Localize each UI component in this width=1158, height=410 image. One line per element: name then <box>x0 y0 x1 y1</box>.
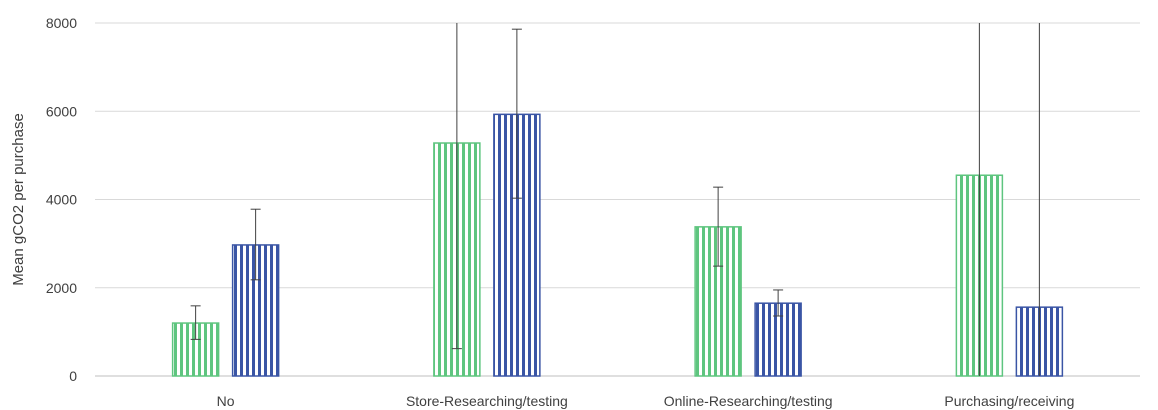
error-bar <box>451 23 462 350</box>
error-bar <box>190 305 201 340</box>
category-label: Purchasing/receiving <box>944 393 1074 409</box>
y-axis-title: Mean gCO2 per purchase <box>10 113 27 286</box>
category-label: Online-Researching/testing <box>664 393 833 409</box>
category-labels: No Store-Researching/testing Online-Resear… <box>217 393 1075 409</box>
category-label: No <box>217 393 235 409</box>
y-tick-label: 6000 <box>46 103 77 119</box>
y-tick-label: 2000 <box>46 280 77 296</box>
error-bars <box>190 23 1040 376</box>
error-bar <box>773 289 784 317</box>
y-tick-labels: 0 2000 4000 6000 8000 <box>46 15 77 384</box>
bar <box>231 244 280 377</box>
error-bar <box>511 28 522 199</box>
y-tick-label: 8000 <box>46 15 77 31</box>
y-tick-label: 0 <box>69 368 77 384</box>
error-bar <box>250 208 261 281</box>
error-bar <box>713 186 724 267</box>
y-tick-label: 4000 <box>46 192 77 208</box>
bars <box>171 113 1064 377</box>
category-label: Store-Researching/testing <box>406 393 568 409</box>
